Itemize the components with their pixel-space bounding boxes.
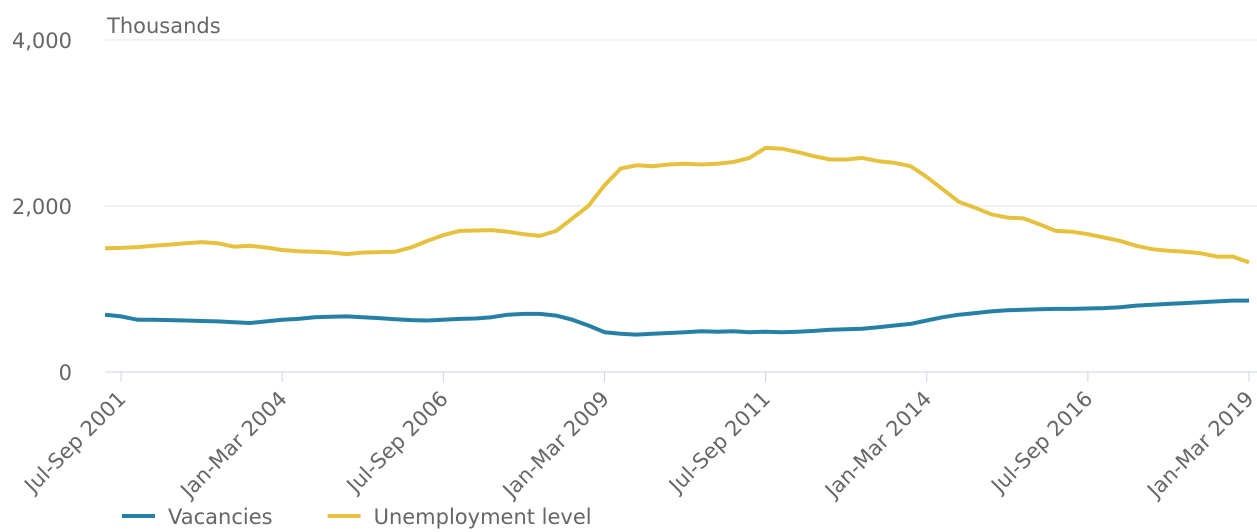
y-tick-label: 0 bbox=[59, 361, 72, 385]
line-series bbox=[104, 145, 1250, 265]
legend-label: Vacancies bbox=[168, 505, 273, 529]
x-tick-label: Jul-Sep 2016 bbox=[985, 387, 1097, 499]
y-axis-label: Thousands bbox=[106, 14, 221, 38]
x-tick-label: Jan-Mar 2014 bbox=[819, 387, 936, 504]
y-tick-label: 2,000 bbox=[12, 195, 72, 219]
x-tick-label: Jul-Sep 2006 bbox=[341, 387, 453, 499]
y-tick-label: 4,000 bbox=[12, 29, 72, 53]
x-tick-label: Jan-Mar 2004 bbox=[175, 387, 292, 504]
legend-label: Unemployment level bbox=[374, 505, 592, 529]
x-tick-label: Jan-Mar 2009 bbox=[497, 387, 614, 504]
line-series bbox=[104, 298, 1249, 337]
x-tick-label: Jul-Sep 2001 bbox=[18, 387, 130, 499]
x-tick-label: Jan-Mar 2019 bbox=[1141, 387, 1257, 504]
x-tick-label: Jul-Sep 2011 bbox=[663, 387, 775, 499]
